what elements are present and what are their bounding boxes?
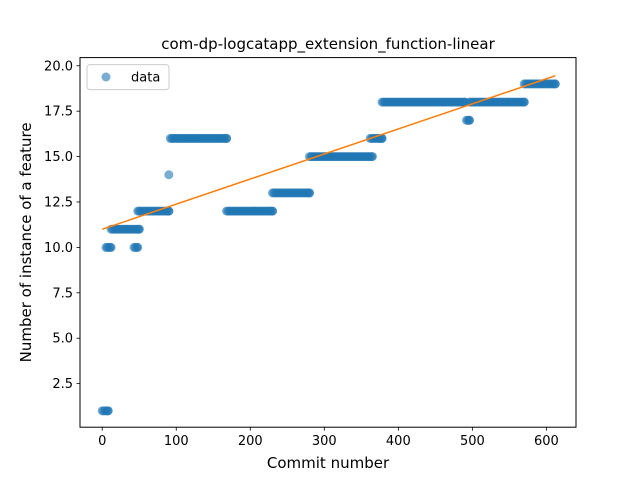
data-point — [164, 170, 174, 180]
data-point — [367, 152, 377, 162]
data-point — [464, 115, 474, 125]
data-point — [550, 79, 560, 89]
x-tick-label: 500 — [460, 434, 485, 449]
data-point — [133, 242, 143, 252]
x-tick-label: 400 — [386, 434, 411, 449]
x-tick-label: 100 — [164, 434, 189, 449]
legend-marker-data — [101, 72, 111, 82]
y-tick-label: 2.5 — [52, 377, 73, 392]
y-tick-label: 20.0 — [44, 59, 73, 74]
data-point — [267, 206, 277, 216]
x-tick-label: 300 — [312, 434, 337, 449]
x-axis-label: Commit number — [267, 454, 390, 472]
x-tick-label: 600 — [534, 434, 559, 449]
y-tick-label: 7.5 — [52, 286, 73, 301]
chart-title: com-dp-logcatapp_extension_function-line… — [161, 35, 495, 54]
fit-line — [101, 75, 556, 230]
x-tick-label: 0 — [98, 434, 106, 449]
data-point — [103, 406, 113, 416]
data-point — [304, 188, 314, 198]
y-tick-label: 17.5 — [44, 105, 73, 120]
legend-box — [86, 64, 170, 91]
x-axis-ticks: 0 100 200 300 400 500 600 — [98, 427, 559, 449]
x-tick-label: 200 — [238, 434, 263, 449]
legend-label-data: data — [131, 71, 160, 86]
y-tick-label: 10.0 — [44, 241, 73, 256]
y-axis-ticks: 2.5 5.0 7.5 10.0 12.5 15.0 17.5 20.0 — [44, 59, 80, 392]
data-point — [377, 133, 387, 143]
plot-frame — [79, 57, 577, 428]
y-tick-label: 15.0 — [44, 150, 73, 165]
marks-layer — [97, 75, 560, 416]
data-point — [106, 242, 116, 252]
y-tick-label: 12.5 — [44, 195, 73, 210]
data-point — [222, 133, 232, 143]
data-point — [134, 224, 144, 234]
data-point — [164, 206, 174, 216]
data-point — [519, 97, 529, 107]
y-axis-label: Number of instance of a feature — [17, 122, 35, 362]
legend: data — [86, 64, 170, 91]
y-tick-label: 5.0 — [52, 332, 73, 347]
